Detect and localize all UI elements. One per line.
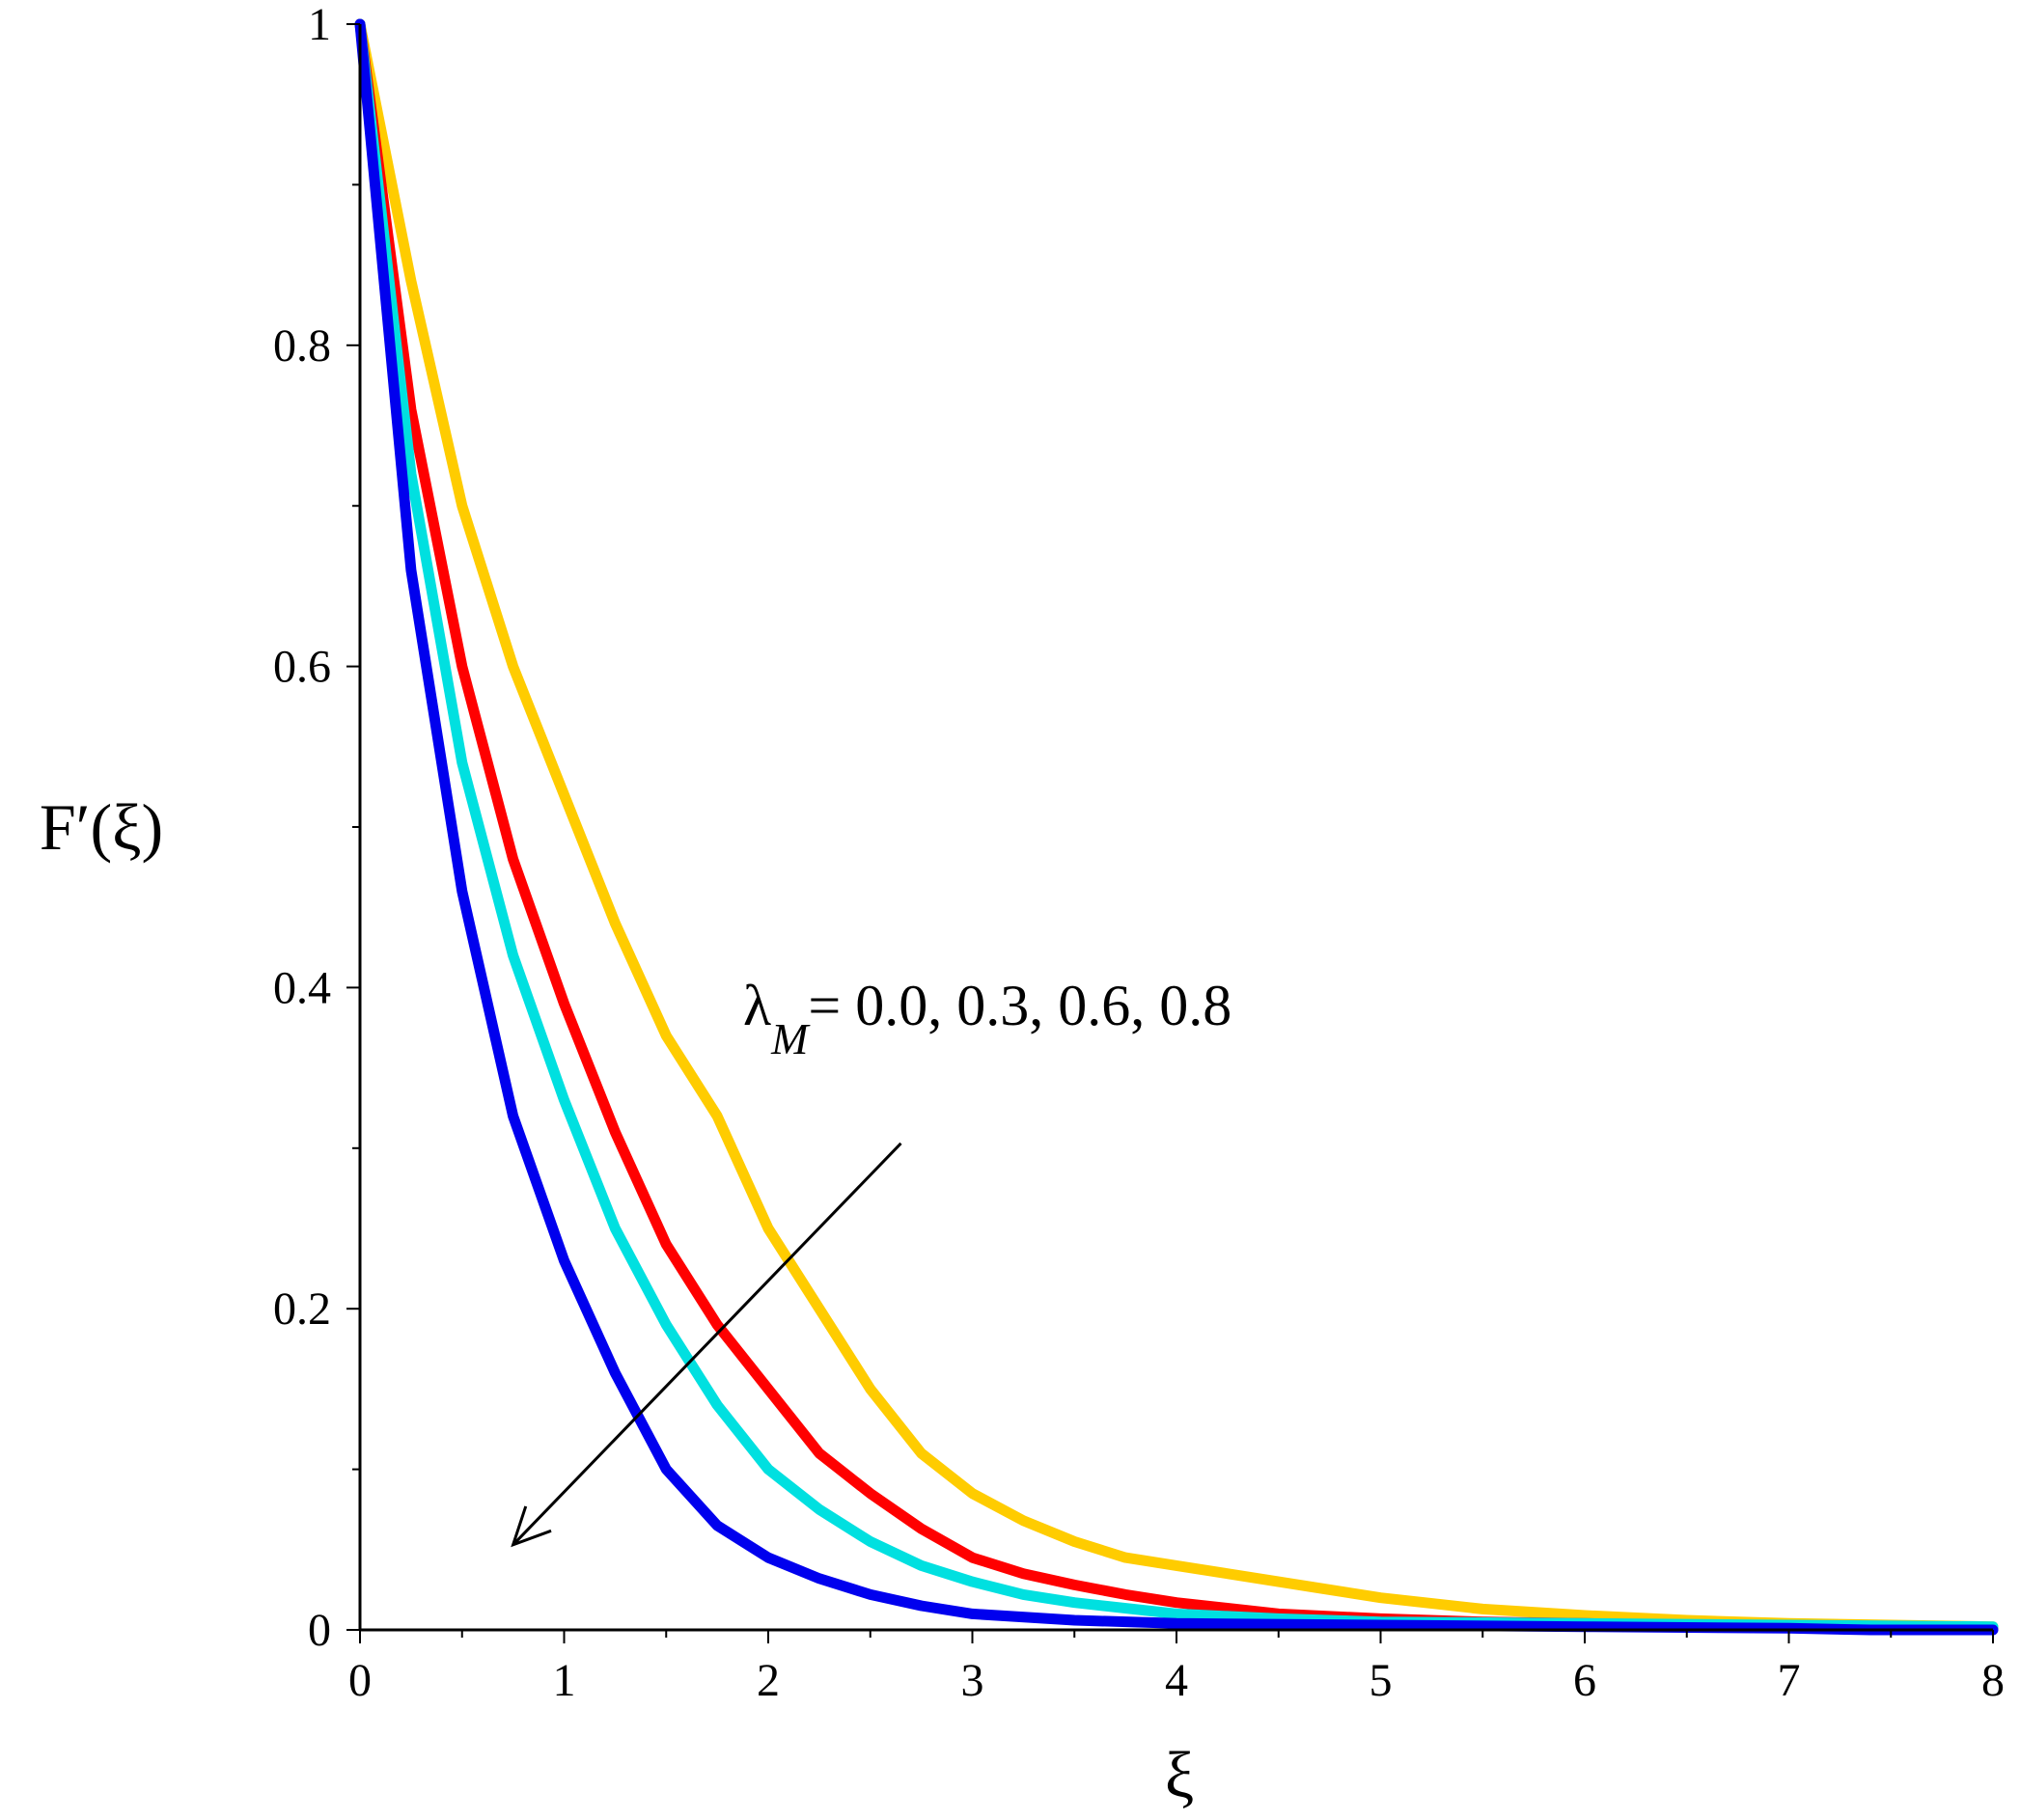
x-axis-title: ξ bbox=[1165, 1738, 1194, 1811]
annotation-symbol: λ bbox=[743, 974, 771, 1037]
y-tick-label: 0.6 bbox=[273, 642, 331, 693]
series-line-1 bbox=[354, 18, 1999, 1633]
y-tick-label: 0.2 bbox=[273, 1283, 331, 1335]
x-tick-label: 1 bbox=[553, 1655, 576, 1706]
annotation: λM= 0.0, 0.3, 0.6, 0.8 bbox=[511, 974, 1231, 1548]
x-tick-label: 2 bbox=[757, 1655, 780, 1706]
x-tick-label: 4 bbox=[1165, 1655, 1188, 1706]
x-tick-label: 3 bbox=[961, 1655, 984, 1706]
annotation-values: = 0.0, 0.3, 0.6, 0.8 bbox=[808, 974, 1231, 1037]
series-layer bbox=[354, 18, 1999, 1636]
series-line-4 bbox=[354, 18, 1999, 1636]
y-axis-title: F′(ξ) bbox=[40, 790, 163, 864]
y-ticks: 0 0.2 0.4 0.6 0.8 1 bbox=[273, 0, 360, 1656]
x-tick-label: 7 bbox=[1778, 1655, 1801, 1706]
x-tick-label: 5 bbox=[1370, 1655, 1393, 1706]
y-tick-label: 0.4 bbox=[273, 962, 331, 1013]
annotation-arrow-head bbox=[511, 1505, 552, 1548]
annotation-arrow-line bbox=[512, 1142, 902, 1546]
x-ticks: 0 1 2 3 4 5 6 7 8 bbox=[348, 1630, 2005, 1706]
x-tick-label: 8 bbox=[1981, 1655, 2005, 1706]
annotation-label: λM= 0.0, 0.3, 0.6, 0.8 bbox=[743, 974, 1231, 1063]
y-tick-label: 0.8 bbox=[273, 320, 331, 372]
y-tick-label: 1 bbox=[308, 0, 331, 50]
x-tick-label: 6 bbox=[1573, 1655, 1596, 1706]
x-tick-label: 0 bbox=[348, 1655, 372, 1706]
annotation-subscript: M bbox=[770, 1014, 811, 1063]
y-tick-label: 0 bbox=[308, 1605, 331, 1656]
